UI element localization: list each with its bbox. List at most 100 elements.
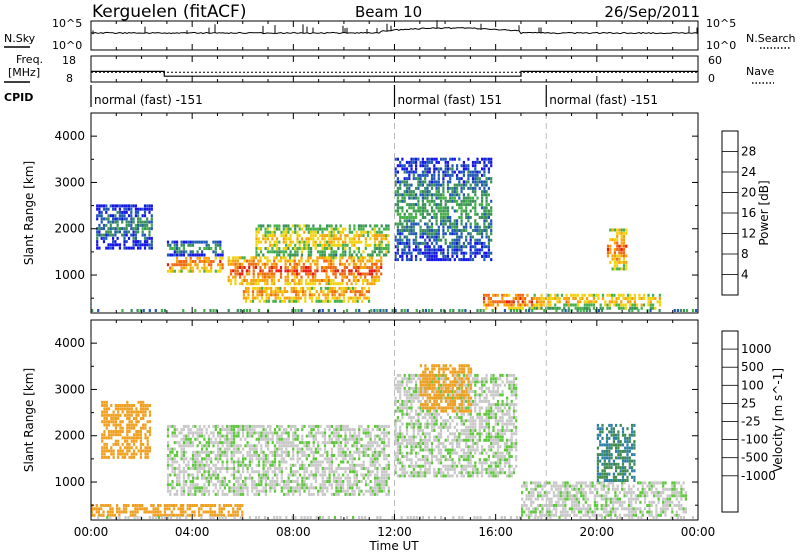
heatmap-cell <box>277 293 279 296</box>
heatmap-cell <box>607 251 609 254</box>
heatmap-cell <box>316 263 318 266</box>
heatmap-cell <box>424 197 426 200</box>
heatmap-cell <box>138 401 140 404</box>
heatmap-cell <box>324 441 326 444</box>
heatmap-cell <box>408 177 410 180</box>
heatmap-cell <box>363 431 365 434</box>
heatmap-cell <box>181 438 183 441</box>
heatmap-cell <box>237 256 239 259</box>
heatmap-cell <box>103 407 105 410</box>
heatmap-cell <box>431 161 433 164</box>
heatmap-cell <box>212 309 214 312</box>
heatmap-cell <box>260 477 262 480</box>
heatmap-cell <box>410 258 412 261</box>
heatmap-cell <box>358 237 360 240</box>
heatmap-cell <box>192 480 194 483</box>
heatmap-cell <box>308 490 310 493</box>
heatmap-cell <box>203 257 205 260</box>
heatmap-cell <box>476 226 478 229</box>
heatmap-cell <box>110 436 112 439</box>
heatmap-cell <box>452 309 454 312</box>
heatmap-cell <box>255 237 257 240</box>
heatmap-cell <box>210 263 212 266</box>
heatmap-cell <box>328 266 330 269</box>
heatmap-cell <box>340 224 342 227</box>
heatmap-cell <box>271 244 273 247</box>
heatmap-cell <box>171 457 173 460</box>
heatmap-cell <box>516 309 518 312</box>
heatmap-cell <box>237 467 239 470</box>
heatmap-cell <box>267 448 269 451</box>
heatmap-cell <box>476 177 478 180</box>
heatmap-cell <box>344 425 346 428</box>
heatmap-cell <box>442 190 444 193</box>
heatmap-cell <box>451 452 453 455</box>
heatmap-cell <box>187 241 189 244</box>
heatmap-cell <box>287 231 289 234</box>
heatmap-cell <box>119 446 121 449</box>
heatmap-cell <box>201 435 203 438</box>
heatmap-cell <box>397 449 399 452</box>
heatmap-cell <box>470 216 472 219</box>
heatmap-cell <box>245 287 247 290</box>
heatmap-cell <box>445 216 447 219</box>
heatmap-cell <box>410 216 412 219</box>
heatmap-cell <box>222 441 224 444</box>
heatmap-cell <box>300 269 302 272</box>
heatmap-cell <box>256 470 258 473</box>
heatmap-cell <box>417 203 419 206</box>
heatmap-cell <box>208 483 210 486</box>
heatmap-cell <box>474 226 476 229</box>
heatmap-cell <box>105 234 107 237</box>
heatmap-cell <box>256 457 258 460</box>
heatmap-cell <box>433 468 435 471</box>
heatmap-cell <box>264 256 266 259</box>
heatmap-cell <box>234 256 236 259</box>
heatmap-cell <box>287 276 289 279</box>
heatmap-cell <box>365 444 367 447</box>
heatmap-cell <box>260 480 262 483</box>
heatmap-cell <box>237 470 239 473</box>
heatmap-cell <box>397 252 399 255</box>
heatmap-cell <box>344 493 346 496</box>
heatmap-cell <box>399 219 401 222</box>
heatmap-cell <box>420 406 422 409</box>
heatmap-cell <box>379 483 381 486</box>
heatmap-cell <box>130 227 132 230</box>
heatmap-cell <box>137 240 139 243</box>
heatmap-cell <box>321 231 323 234</box>
heatmap-cell <box>431 226 433 229</box>
heatmap-cell <box>312 237 314 240</box>
heatmap-cell <box>397 416 399 419</box>
heatmap-cell <box>445 449 447 452</box>
heatmap-cell <box>164 309 166 312</box>
heatmap-cell <box>316 260 318 263</box>
heatmap-cell <box>415 419 417 422</box>
heatmap-cell <box>397 164 399 167</box>
heatmap-cell <box>406 229 408 232</box>
heatmap-cell <box>406 184 408 187</box>
heatmap-cell <box>591 300 593 303</box>
heatmap-cell <box>330 256 332 259</box>
heatmap-cell <box>445 474 447 477</box>
heatmap-cell <box>117 456 119 459</box>
heatmap-cell <box>279 287 281 290</box>
heatmap-cell <box>187 438 189 441</box>
heatmap-cell <box>401 442 403 445</box>
heatmap-cell <box>275 297 277 300</box>
heatmap-cell <box>297 290 299 293</box>
heatmap-cell <box>135 411 137 414</box>
heatmap-cell <box>449 193 451 196</box>
heatmap-cell <box>131 453 133 456</box>
heatmap-cell <box>101 404 103 407</box>
heatmap-cell <box>406 242 408 245</box>
heatmap-cell <box>265 477 267 480</box>
heatmap-cell <box>219 254 221 257</box>
heatmap-cell <box>126 440 128 443</box>
heatmap-cell <box>420 410 422 413</box>
heatmap-cell <box>465 216 467 219</box>
heatmap-cell <box>481 213 483 216</box>
heatmap-cell <box>399 436 401 439</box>
heatmap-cell <box>176 480 178 483</box>
heatmap-cell <box>476 242 478 245</box>
